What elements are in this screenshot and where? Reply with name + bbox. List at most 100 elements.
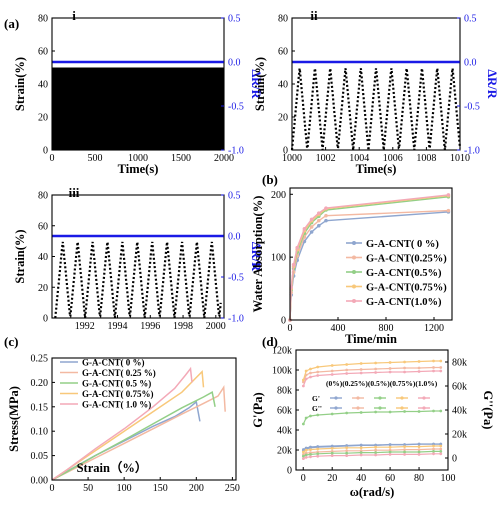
c-series-line <box>51 384 226 481</box>
c-x-tick-label: 150 <box>153 483 168 494</box>
a-i-y2-tick-label: -1.0 <box>228 146 244 157</box>
a-i-sub-label: i <box>72 8 76 23</box>
d-data-point <box>301 378 305 382</box>
b-data-point <box>302 227 307 231</box>
a-ii-sub-label: ii <box>310 8 318 23</box>
a-iii-y2-axis-label: ΔR/R <box>249 242 263 272</box>
b-data-point <box>324 213 328 218</box>
d-y-tick-label: 100k <box>272 366 292 377</box>
d-x-tick-label: 40 <box>356 473 366 484</box>
a-iii-y2-tick-label: 0.5 <box>228 191 241 202</box>
d-data-point <box>301 454 305 458</box>
a-ii-y-tick-label: 20 <box>278 113 288 124</box>
d-data-point <box>388 450 392 454</box>
d-data-point <box>432 444 435 448</box>
a-iii-sub-label: iii <box>69 185 80 200</box>
c-panel-label: (c) <box>4 334 18 349</box>
b-x-tick-label: 1200 <box>424 323 444 334</box>
b-legend-label: G-A-CNT(0.5%) <box>366 268 442 279</box>
a-i-y2-axis-label: ΔR/R <box>249 69 263 99</box>
a-iii-y-axis-label: Strain(%) <box>13 229 27 283</box>
panel-c: 0 50 100 150 200 250 0.00 0.05 0.10 0.15 0.20 0.25 S… <box>4 334 240 494</box>
d-data-point <box>388 453 392 456</box>
d-data-point <box>330 447 334 450</box>
c-x-tick-label: 200 <box>189 483 204 494</box>
a-iii-y-tick-label: 0 <box>43 314 48 325</box>
c-legend-label: G-A-CNT( 1.0 %) <box>82 400 151 410</box>
a-ii-x-tick-label: 1006 <box>383 153 403 164</box>
panel-a-i: 0 500 1000 1500 2000 0 20 40 60 80 -1.0 -0.5 0.0 0.5 T… <box>4 8 263 176</box>
d-y-tick-label: 120k <box>272 346 292 357</box>
b-panel-label: (b) <box>262 172 278 187</box>
d-y-tick-label: 20k <box>277 446 292 457</box>
d-data-point <box>330 412 334 416</box>
b-y-tick-label: 200 <box>271 190 286 201</box>
d-data-point <box>403 448 406 451</box>
d-legend-marker <box>356 396 360 400</box>
d-data-point <box>432 450 435 453</box>
d-data-point <box>316 447 320 451</box>
d-data-point <box>304 448 308 452</box>
a-ii-x-tick-label: 1004 <box>349 153 369 164</box>
a-iii-y2-tick-label: 0.0 <box>228 232 241 243</box>
d-y2-tick-label: 20k <box>452 430 467 441</box>
b-data-point <box>295 245 300 250</box>
d-data-point <box>330 451 334 455</box>
a-iii-y-tick-label: 40 <box>38 252 48 263</box>
b-legend-marker <box>352 284 356 289</box>
d-data-point <box>374 371 378 374</box>
b-x-axis-label: Time/min <box>345 332 397 346</box>
b-data-point <box>291 262 296 267</box>
d-legend-marker <box>400 406 404 410</box>
a-iii-y-tick-label: 20 <box>38 283 48 294</box>
c-y-tick-label: 0.05 <box>31 451 49 462</box>
d-data-point <box>309 453 312 456</box>
c-series-line <box>51 391 216 481</box>
b-y-axis-label: Water Absorption(%) <box>251 196 265 313</box>
d-data-point <box>417 370 421 373</box>
d-data-point <box>301 422 305 426</box>
panel-b: 0 400 800 1200 0 100 200 Time/min Water Absorpti… <box>251 172 453 346</box>
d-series-line <box>302 360 441 381</box>
a-ii-y2-tick-label: 0.5 <box>464 14 477 25</box>
b-x-tick-label: 400 <box>331 323 346 334</box>
b-data-point <box>309 225 314 229</box>
d-legend-marker <box>422 396 426 400</box>
d-data-point <box>439 409 443 413</box>
d-data-point <box>403 360 406 364</box>
d-data-point <box>316 452 320 456</box>
b-data-point <box>446 193 451 197</box>
a-i-panel-label: (a) <box>4 16 19 31</box>
d-data-point <box>330 364 334 367</box>
d-data-point <box>417 410 421 413</box>
d-y-tick-label: 80k <box>277 386 292 397</box>
a-i-x-tick-label: 0 <box>50 153 55 164</box>
d-y2-tick-label: 60k <box>452 382 467 393</box>
d-data-point <box>388 410 392 414</box>
d-data-point <box>432 366 435 369</box>
d-data-point <box>345 451 349 455</box>
d-data-point <box>330 373 334 376</box>
d-x-axis-label: ω(rad/s) <box>350 485 395 499</box>
b-legend-marker <box>352 241 356 245</box>
d-data-point <box>330 369 334 373</box>
d-data-point <box>432 452 435 456</box>
d-data-point <box>417 366 421 370</box>
b-data-point <box>317 211 321 215</box>
d-data-point <box>417 450 421 454</box>
d-y-tick-label: 0 <box>287 466 292 477</box>
d-data-point <box>359 451 363 454</box>
a-iii-y-tick-label: 60 <box>38 221 48 232</box>
d-data-point <box>403 370 406 374</box>
c-series-line <box>51 366 193 481</box>
a-i-y2-tick-label: 0.0 <box>228 58 241 69</box>
b-x-tick-label: 800 <box>379 323 394 334</box>
d-y2-tick-label: 0 <box>452 454 457 465</box>
d-data-point <box>432 409 435 413</box>
b-data-point <box>324 206 328 210</box>
d-data-point <box>388 361 392 364</box>
a-ii-x-tick-label: 1002 <box>316 153 336 164</box>
d-data-point <box>345 446 349 450</box>
a-ii-y2-tick-label: -0.5 <box>464 102 480 113</box>
d-legend-marker <box>378 396 382 400</box>
